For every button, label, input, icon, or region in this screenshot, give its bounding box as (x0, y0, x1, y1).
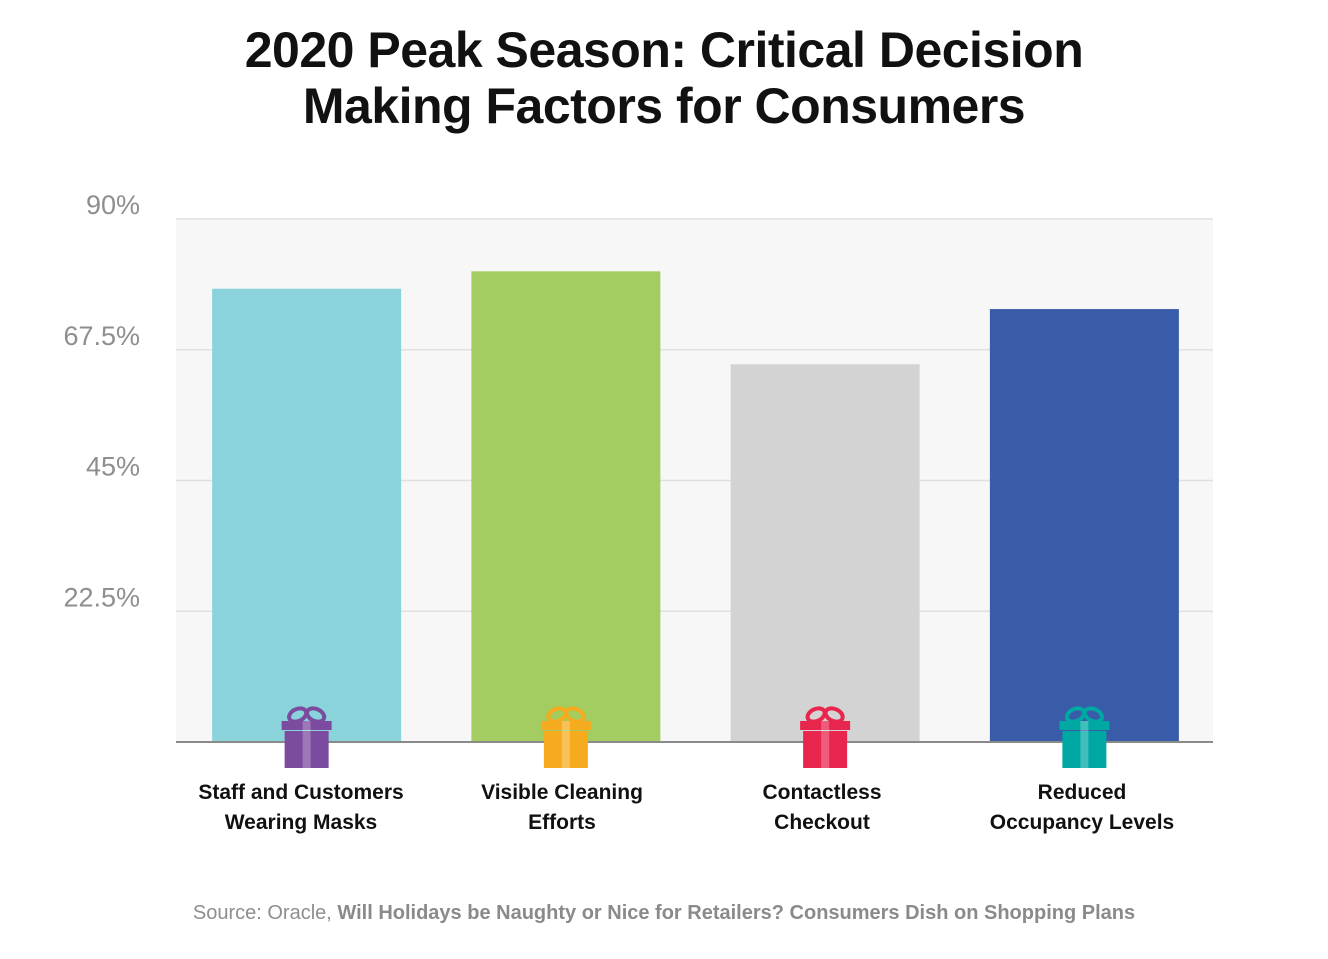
x-label-line: Staff and Customers (198, 781, 404, 804)
x-label-line: Efforts (528, 811, 596, 834)
gift-icon (281, 706, 332, 768)
x-label-line: Occupancy Levels (989, 811, 1175, 834)
gift-icon (1059, 706, 1110, 768)
gift-icon (800, 706, 851, 768)
y-tick-label: 67.5% (63, 321, 140, 351)
y-tick-label: 22.5% (63, 582, 140, 612)
bar (989, 309, 1179, 742)
chart-title-line-2: Making Factors for Consumers (302, 78, 1026, 134)
source-prefix: Source: Oracle, (192, 902, 338, 924)
chart-title-line-1: 2020 Peak Season: Critical Decision (244, 22, 1084, 78)
gift-icon (540, 706, 591, 768)
bar (212, 288, 402, 742)
x-label-cleaning: Visible Cleaning Efforts (427, 778, 697, 838)
x-label-contactless: Contactless Checkout (687, 778, 957, 838)
x-label-line: Visible Cleaning (481, 781, 643, 804)
source-note: Source: Oracle, Will Holidays be Naughty… (0, 902, 1328, 925)
x-label-line: Reduced (1037, 781, 1127, 804)
bar (471, 271, 661, 742)
chart-title: 2020 Peak Season: Critical Decision Maki… (0, 22, 1328, 134)
x-label-line: Checkout (774, 811, 870, 834)
x-label-line: Contactless (762, 781, 882, 804)
x-label-line: Wearing Masks (224, 811, 378, 834)
x-label-staff-masks: Staff and Customers Wearing Masks (166, 778, 436, 838)
y-tick-label: 90% (86, 190, 140, 220)
y-tick-label: 45% (86, 452, 140, 482)
x-label-occupancy: Reduced Occupancy Levels (947, 778, 1217, 838)
source-title: Will Holidays be Naughty or Nice for Ret… (337, 902, 1136, 924)
bar (730, 364, 920, 742)
